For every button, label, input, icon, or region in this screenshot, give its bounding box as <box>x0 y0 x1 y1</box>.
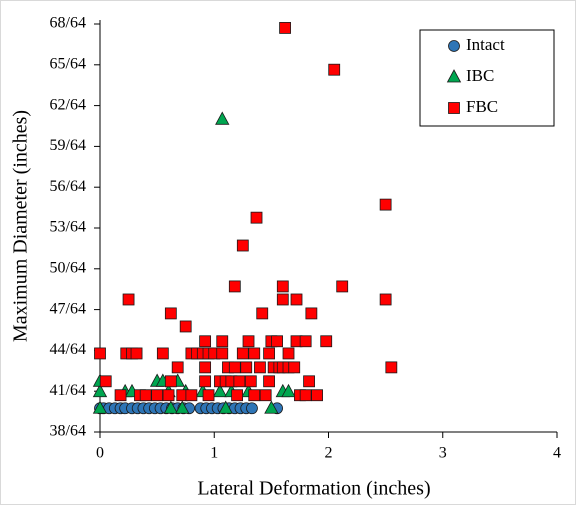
y-tick-label: 68/64 <box>50 15 86 32</box>
data-point <box>179 320 192 333</box>
data-point <box>276 293 289 306</box>
data-point <box>231 389 244 402</box>
data-point <box>92 400 108 414</box>
data-point <box>248 347 261 360</box>
data-point <box>236 239 249 252</box>
data-point <box>320 335 333 348</box>
data-point <box>271 335 283 348</box>
data-point <box>336 280 349 293</box>
legend-marker <box>448 40 460 52</box>
legend-marker <box>448 102 460 114</box>
data-point <box>99 375 112 388</box>
legend-marker <box>446 69 462 83</box>
data-point <box>276 280 289 293</box>
data-point <box>156 347 169 360</box>
data-point <box>263 347 275 360</box>
data-point <box>233 375 246 388</box>
data-point <box>199 375 212 388</box>
y-tick-label: 53/64 <box>50 219 86 236</box>
data-point <box>240 361 253 374</box>
x-tick-label: 4 <box>553 445 561 462</box>
data-point <box>256 307 269 320</box>
data-point <box>122 293 135 306</box>
y-axis-title: Maximum Diameter (inches) <box>10 110 32 342</box>
data-point <box>202 389 215 402</box>
data-point <box>299 335 312 348</box>
data-point <box>290 293 303 306</box>
data-point <box>250 211 263 224</box>
data-point <box>236 347 249 360</box>
y-tick-label: 47/64 <box>50 300 86 317</box>
data-point <box>228 280 241 293</box>
legend-label: Intact <box>466 35 505 54</box>
legend-box <box>419 29 555 127</box>
y-tick-label: 44/64 <box>50 341 86 358</box>
data-point <box>185 389 198 402</box>
data-point <box>92 383 108 398</box>
data-point <box>216 335 229 348</box>
data-point <box>299 389 312 402</box>
data-point <box>259 389 272 402</box>
data-point <box>228 361 241 374</box>
x-tick-label: 1 <box>210 445 218 462</box>
data-point <box>282 347 295 360</box>
data-point <box>164 307 177 320</box>
y-tick-label: 56/64 <box>50 178 86 195</box>
data-point <box>264 400 279 414</box>
data-point <box>139 389 152 402</box>
data-point <box>163 400 179 414</box>
data-point <box>279 22 291 34</box>
data-point <box>379 293 392 306</box>
legend: Intact IBC FBC <box>419 29 555 127</box>
data-point <box>248 389 261 402</box>
data-point <box>171 361 184 374</box>
data-point <box>246 402 258 415</box>
data-point <box>244 375 257 388</box>
data-point <box>216 347 229 360</box>
data-point <box>164 375 177 388</box>
data-point <box>130 347 143 360</box>
x-axis-title: Lateral Deformation (inches) <box>197 478 430 500</box>
x-tick-label: 3 <box>439 445 447 462</box>
data-point <box>281 383 296 398</box>
data-point <box>242 335 255 348</box>
data-point <box>379 198 392 211</box>
data-point <box>162 389 175 402</box>
data-point <box>385 361 398 374</box>
y-tick-label: 65/64 <box>50 55 86 72</box>
data-point <box>199 361 212 374</box>
x-tick-label: 0 <box>96 445 104 462</box>
y-tick-label: 41/64 <box>50 382 86 399</box>
y-tick-label: 59/64 <box>50 137 86 154</box>
y-tick-label: 38/64 <box>50 423 86 440</box>
data-point <box>215 111 230 125</box>
data-point <box>212 383 228 398</box>
data-point <box>303 375 315 388</box>
data-point <box>94 347 106 360</box>
x-tick-label: 2 <box>325 445 333 462</box>
data-point <box>288 361 301 374</box>
legend-label: FBC <box>466 97 498 116</box>
y-tick-label: 62/64 <box>50 96 86 113</box>
y-tick-label: 50/64 <box>50 259 86 276</box>
data-point <box>311 389 323 402</box>
data-point <box>263 375 275 388</box>
data-point <box>305 307 318 320</box>
data-point <box>199 335 212 348</box>
legend-label: IBC <box>466 66 494 85</box>
data-point <box>151 389 164 402</box>
data-point <box>254 361 266 374</box>
data-point <box>114 389 127 402</box>
data-point <box>328 63 341 76</box>
series <box>94 22 398 402</box>
data-point <box>175 400 190 414</box>
data-point <box>218 400 233 414</box>
